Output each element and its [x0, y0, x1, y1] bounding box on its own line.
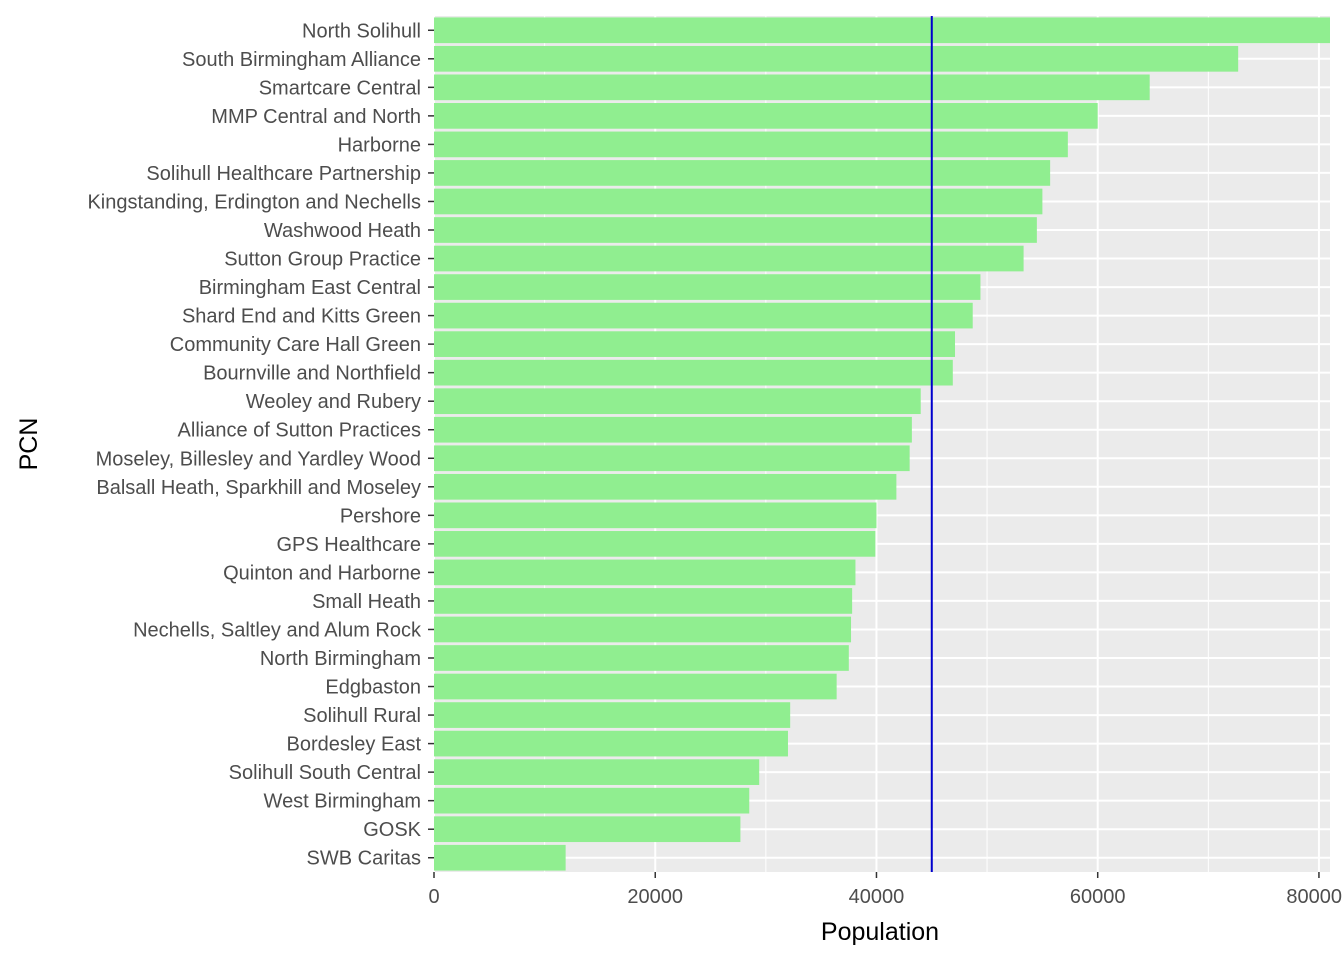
bar [434, 217, 1037, 243]
bar [434, 416, 912, 443]
y-axis-title: PCN [15, 418, 43, 471]
bar [434, 302, 973, 329]
y-tick-label: Smartcare Central [259, 77, 421, 99]
y-tick-label: Sutton Group Practice [224, 249, 421, 271]
bar [434, 74, 1150, 101]
bar [434, 274, 981, 300]
y-tick-label: Washwood Heath [264, 220, 421, 242]
y-axis: North Solihull South Birmingham Alliance S… [87, 20, 434, 870]
bar [434, 473, 897, 500]
y-tick-label: Small Heath [312, 591, 421, 613]
bar [434, 816, 741, 843]
bar [434, 245, 1024, 272]
y-tick-label: GPS Healthcare [276, 534, 421, 556]
bar [434, 388, 921, 415]
y-tick-label: Moseley, Billesley and Yardley Wood [96, 448, 421, 470]
bar [434, 645, 849, 671]
x-tick-label: 40000 [849, 886, 905, 908]
y-tick-label: North Birmingham [260, 648, 421, 670]
y-tick-label: Solihull Healthcare Partnership [146, 163, 421, 185]
bar [434, 702, 791, 728]
y-tick-label: Community Care Hall Green [170, 334, 421, 356]
plot-panel [434, 16, 1330, 872]
y-tick-label: Pershore [340, 505, 421, 527]
x-axis: 0 20000 40000 60000 80000 [428, 872, 1342, 908]
bar [434, 160, 1051, 186]
bar [434, 730, 788, 757]
y-tick-label: MMP Central and North [211, 106, 421, 128]
x-tick-label: 80000 [1286, 886, 1342, 908]
bar [434, 103, 1098, 129]
bar [434, 787, 750, 814]
bar [434, 331, 956, 357]
bar [434, 45, 1239, 72]
bar [434, 844, 566, 871]
y-tick-label: Birmingham East Central [199, 277, 421, 299]
y-tick-label: West Birmingham [264, 791, 421, 813]
y-tick-label: Balsall Heath, Sparkhill and Moseley [96, 477, 421, 499]
bar [434, 131, 1068, 158]
y-tick-label: South Birmingham Alliance [182, 49, 421, 71]
y-tick-label: Weoley and Rubery [246, 391, 421, 413]
bar [434, 359, 953, 386]
x-tick-label: 60000 [1070, 886, 1126, 908]
bar [434, 673, 837, 700]
bar [434, 445, 910, 472]
x-tick-label: 20000 [627, 886, 683, 908]
y-tick-label: Nechells, Saltley and Alum Rock [133, 619, 422, 641]
y-tick-label: Kingstanding, Erdington and Nechells [87, 191, 421, 213]
y-tick-label: Bournville and Northfield [203, 363, 421, 385]
y-tick-label: North Solihull [302, 20, 421, 42]
y-tick-label: Edgbaston [325, 677, 421, 699]
y-tick-label: Bordesley East [286, 734, 421, 756]
bars [434, 17, 1330, 871]
x-axis-title: Population [821, 918, 939, 946]
y-tick-label: SWB Caritas [307, 848, 421, 870]
y-tick-label: Solihull Rural [303, 705, 421, 727]
y-tick-label: GOSK [363, 819, 421, 841]
bar [434, 559, 856, 586]
y-tick-label: Harborne [338, 134, 421, 156]
x-tick-label: 0 [428, 886, 439, 908]
bar [434, 759, 760, 785]
y-tick-label: Solihull South Central [229, 762, 421, 784]
y-tick-label: Quinton and Harborne [223, 562, 421, 584]
bar [434, 502, 877, 529]
bar [434, 17, 1330, 44]
bar [434, 616, 852, 643]
bar [434, 188, 1043, 215]
bar [434, 531, 876, 557]
bar [434, 588, 853, 614]
y-tick-label: Alliance of Sutton Practices [178, 420, 421, 442]
y-tick-label: Shard End and Kitts Green [182, 306, 421, 328]
